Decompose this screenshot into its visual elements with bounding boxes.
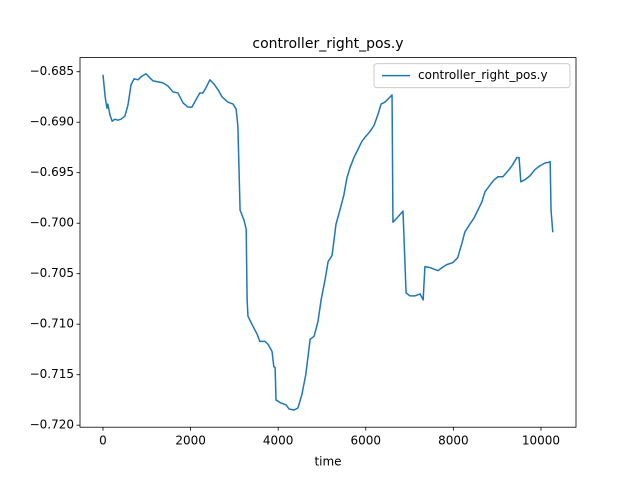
y-tick-label: −0.705 (30, 266, 74, 280)
line-series (102, 73, 554, 411)
y-tick-label: −0.710 (30, 317, 74, 331)
x-tick-label: 6000 (351, 434, 382, 448)
legend-label: controller_right_pos.y (418, 68, 548, 82)
y-tick-label: −0.720 (30, 418, 74, 432)
legend-box (373, 63, 571, 89)
x-tick-label: 0 (99, 434, 107, 448)
chart-title: controller_right_pos.y (252, 36, 403, 52)
y-tick-label: −0.715 (30, 367, 74, 381)
x-tick-label: 4000 (263, 434, 294, 448)
y-tick-label: −0.690 (30, 115, 74, 129)
x-tick-label: 2000 (175, 434, 206, 448)
x-tick-label: 10000 (522, 434, 560, 448)
axes-frame (79, 57, 577, 428)
y-tick-label: −0.695 (30, 165, 74, 179)
y-tick-label: −0.700 (30, 216, 74, 230)
y-tick-label: −0.685 (30, 64, 74, 78)
x-axis-label: time (314, 455, 341, 469)
x-tick-label: 8000 (438, 434, 469, 448)
